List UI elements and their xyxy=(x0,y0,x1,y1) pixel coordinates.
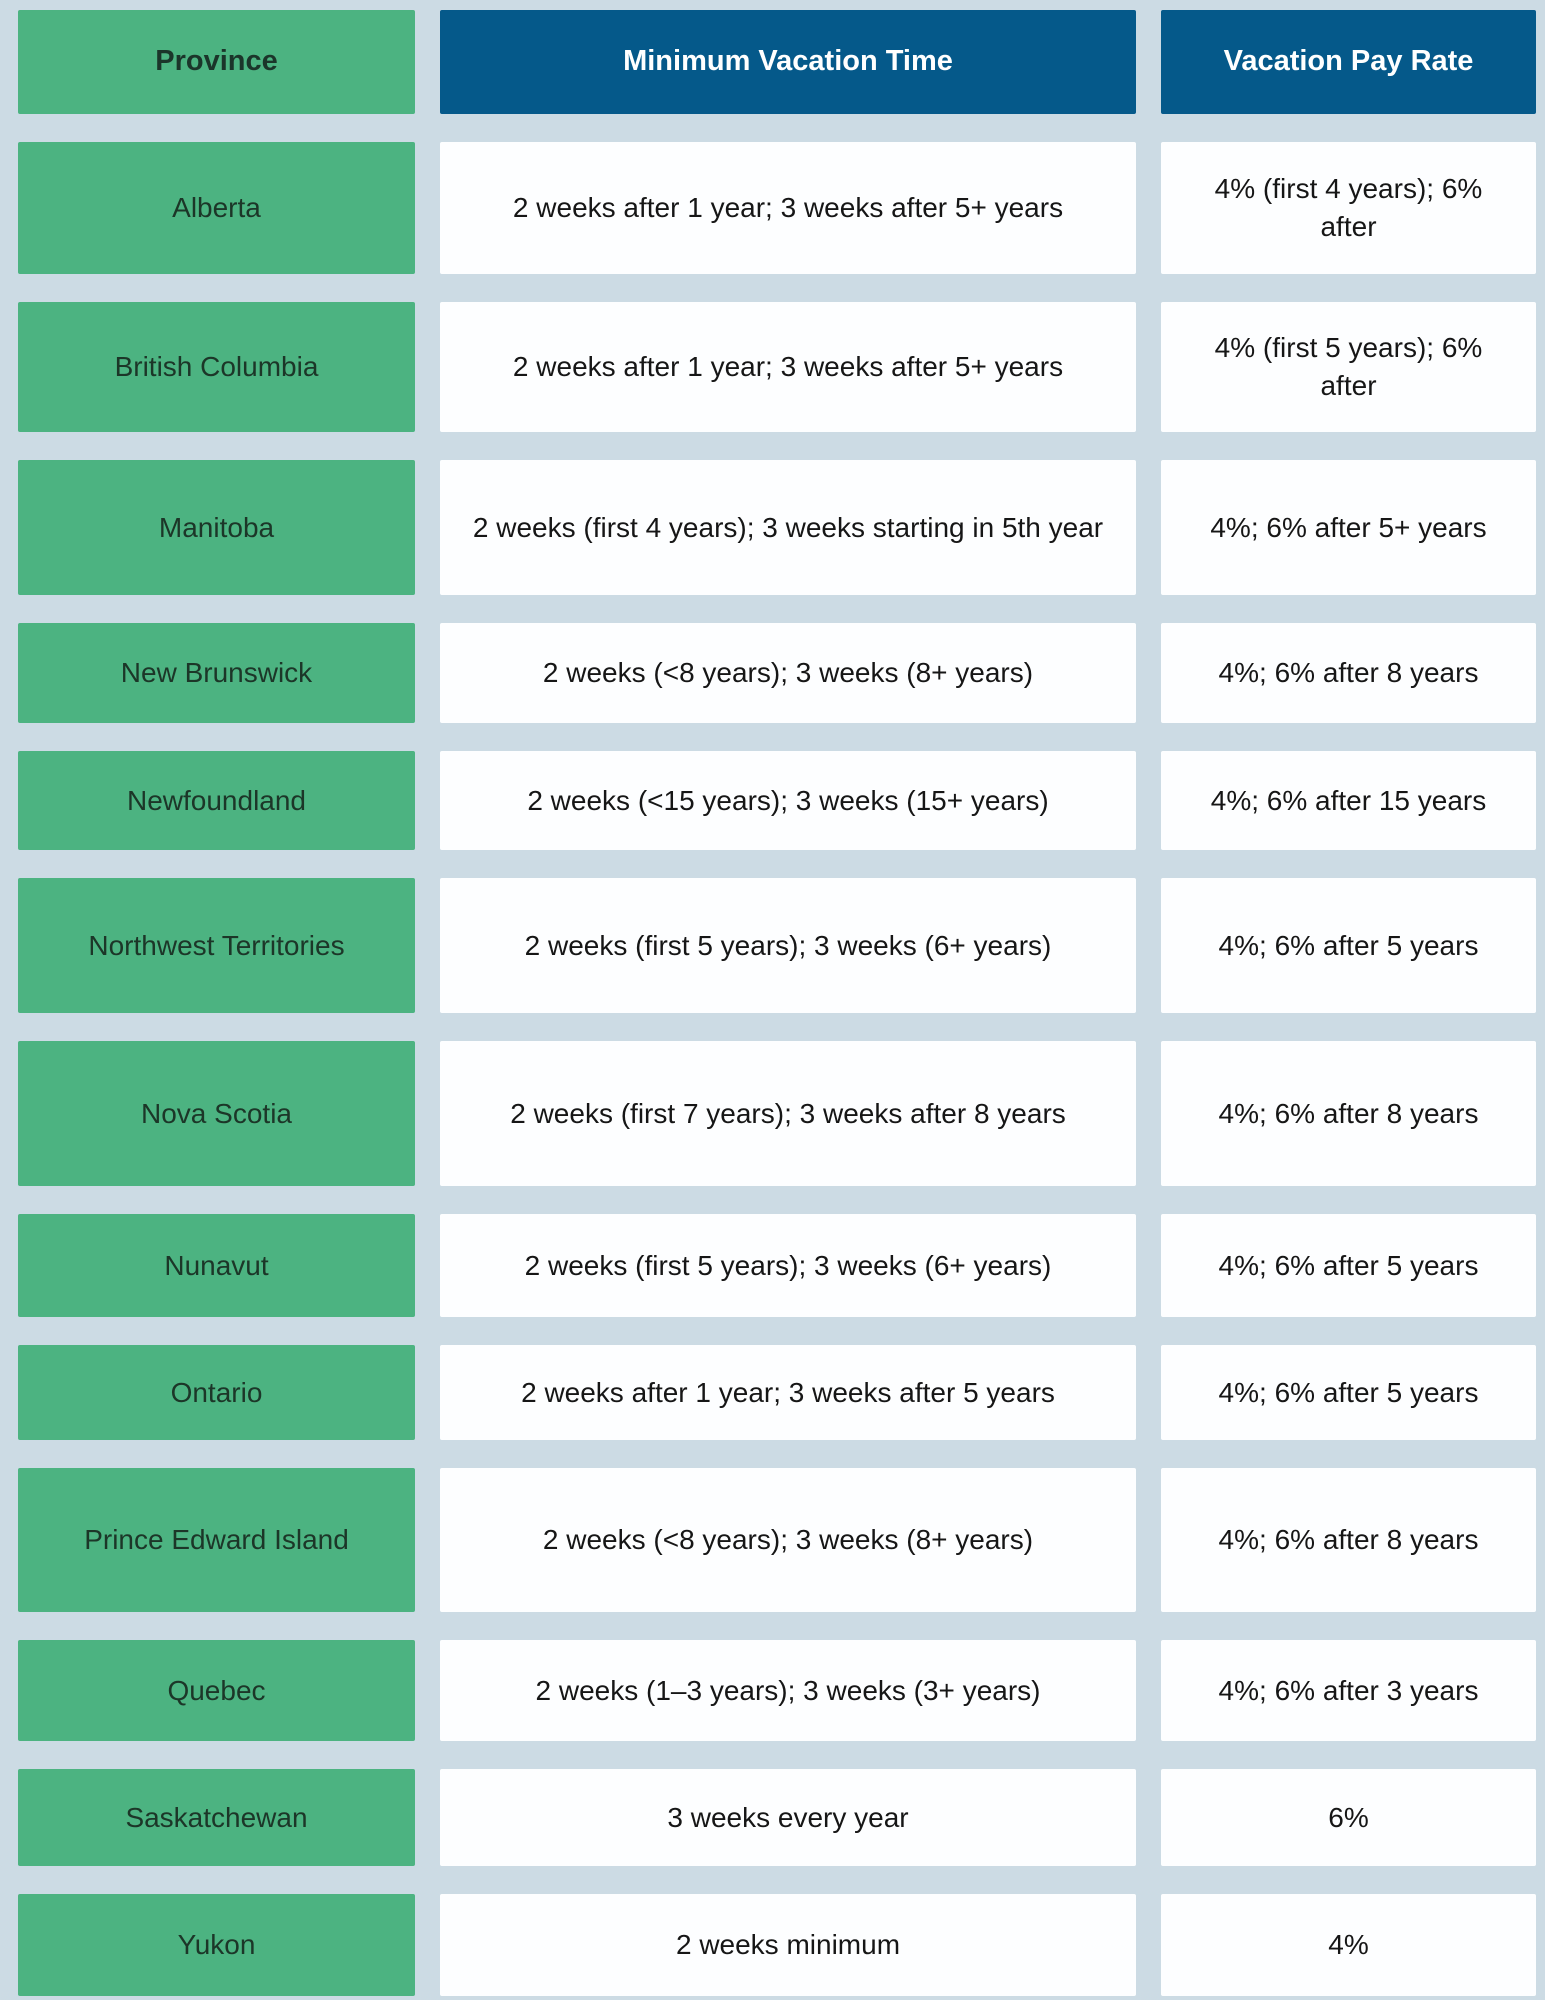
vacation-time-cell: 2 weeks after 1 year; 3 weeks after 5+ y… xyxy=(440,142,1136,274)
table-row-british-columbia: British Columbia 2 weeks after 1 year; 3… xyxy=(18,302,1545,432)
pay-rate-cell: 4%; 6% after 8 years xyxy=(1161,1041,1536,1186)
province-cell: Yukon xyxy=(18,1894,415,1996)
province-cell: Nunavut xyxy=(18,1214,415,1317)
province-cell: Northwest Territories xyxy=(18,878,415,1013)
vacation-time-cell: 2 weeks (first 5 years); 3 weeks (6+ yea… xyxy=(440,878,1136,1013)
pay-rate-cell: 4%; 6% after 8 years xyxy=(1161,623,1536,723)
table-row-prince-edward-island: Prince Edward Island 2 weeks (<8 years);… xyxy=(18,1468,1545,1612)
table-row-saskatchewan: Saskatchewan 3 weeks every year 6% xyxy=(18,1769,1545,1866)
column-header-province: Province xyxy=(18,10,415,114)
pay-rate-cell: 6% xyxy=(1161,1769,1536,1866)
province-cell: Manitoba xyxy=(18,460,415,595)
pay-rate-cell: 4%; 6% after 5 years xyxy=(1161,1345,1536,1440)
vacation-time-cell: 2 weeks (first 5 years); 3 weeks (6+ yea… xyxy=(440,1214,1136,1317)
province-cell: New Brunswick xyxy=(18,623,415,723)
vacation-time-cell: 2 weeks (1–3 years); 3 weeks (3+ years) xyxy=(440,1640,1136,1741)
table-row-nunavut: Nunavut 2 weeks (first 5 years); 3 weeks… xyxy=(18,1214,1545,1317)
pay-rate-cell: 4%; 6% after 5+ years xyxy=(1161,460,1536,595)
column-header-vacation-pay-rate: Vacation Pay Rate xyxy=(1161,10,1536,114)
pay-rate-cell: 4%; 6% after 8 years xyxy=(1161,1468,1536,1612)
pay-rate-cell: 4% (first 5 years); 6% after xyxy=(1161,302,1536,432)
table-row-manitoba: Manitoba 2 weeks (first 4 years); 3 week… xyxy=(18,460,1545,595)
province-cell: Prince Edward Island xyxy=(18,1468,415,1612)
vacation-table: Province Minimum Vacation Time Vacation … xyxy=(18,10,1545,1996)
province-cell: Saskatchewan xyxy=(18,1769,415,1866)
table-row-quebec: Quebec 2 weeks (1–3 years); 3 weeks (3+ … xyxy=(18,1640,1545,1741)
vacation-time-cell: 2 weeks (<15 years); 3 weeks (15+ years) xyxy=(440,751,1136,850)
table-row-nova-scotia: Nova Scotia 2 weeks (first 7 years); 3 w… xyxy=(18,1041,1545,1186)
vacation-time-cell: 2 weeks (<8 years); 3 weeks (8+ years) xyxy=(440,1468,1136,1612)
column-header-minimum-vacation-time: Minimum Vacation Time xyxy=(440,10,1136,114)
vacation-time-cell: 2 weeks after 1 year; 3 weeks after 5+ y… xyxy=(440,302,1136,432)
table-row-newfoundland: Newfoundland 2 weeks (<15 years); 3 week… xyxy=(18,751,1545,850)
vacation-time-cell: 3 weeks every year xyxy=(440,1769,1136,1866)
pay-rate-cell: 4% (first 4 years); 6% after xyxy=(1161,142,1536,274)
pay-rate-cell: 4%; 6% after 5 years xyxy=(1161,878,1536,1013)
table-row-northwest-territories: Northwest Territories 2 weeks (first 5 y… xyxy=(18,878,1545,1013)
pay-rate-cell: 4% xyxy=(1161,1894,1536,1996)
vacation-time-cell: 2 weeks after 1 year; 3 weeks after 5 ye… xyxy=(440,1345,1136,1440)
province-cell: Nova Scotia xyxy=(18,1041,415,1186)
province-cell: Alberta xyxy=(18,142,415,274)
table-row-alberta: Alberta 2 weeks after 1 year; 3 weeks af… xyxy=(18,142,1545,274)
province-cell: Quebec xyxy=(18,1640,415,1741)
province-cell: British Columbia xyxy=(18,302,415,432)
pay-rate-cell: 4%; 6% after 5 years xyxy=(1161,1214,1536,1317)
pay-rate-cell: 4%; 6% after 15 years xyxy=(1161,751,1536,850)
province-cell: Newfoundland xyxy=(18,751,415,850)
province-cell: Ontario xyxy=(18,1345,415,1440)
vacation-time-cell: 2 weeks (<8 years); 3 weeks (8+ years) xyxy=(440,623,1136,723)
pay-rate-cell: 4%; 6% after 3 years xyxy=(1161,1640,1536,1741)
table-row-ontario: Ontario 2 weeks after 1 year; 3 weeks af… xyxy=(18,1345,1545,1440)
table-row-new-brunswick: New Brunswick 2 weeks (<8 years); 3 week… xyxy=(18,623,1545,723)
vacation-time-cell: 2 weeks (first 7 years); 3 weeks after 8… xyxy=(440,1041,1136,1186)
vacation-time-cell: 2 weeks minimum xyxy=(440,1894,1136,1996)
table-header-row: Province Minimum Vacation Time Vacation … xyxy=(18,10,1545,114)
vacation-time-cell: 2 weeks (first 4 years); 3 weeks startin… xyxy=(440,460,1136,595)
table-row-yukon: Yukon 2 weeks minimum 4% xyxy=(18,1894,1545,1996)
